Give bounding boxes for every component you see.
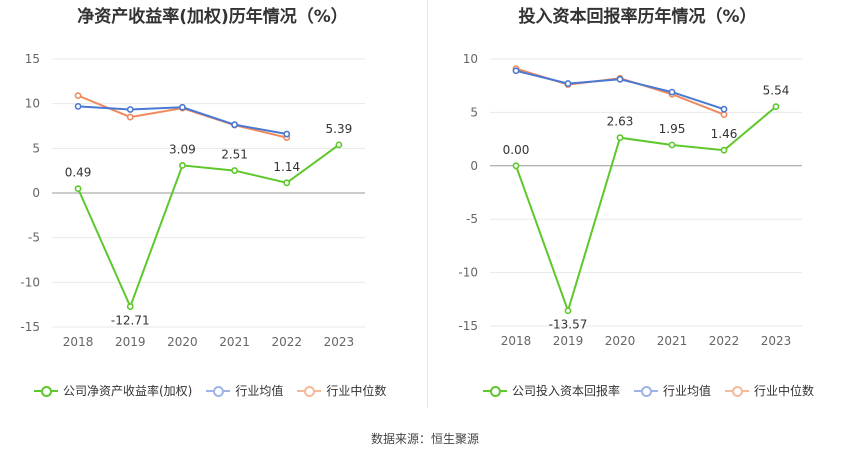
data-point — [616, 134, 624, 142]
x-tick-label: 2021 — [219, 335, 250, 349]
data-point — [74, 92, 82, 100]
y-tick-label: 10 — [463, 52, 478, 66]
y-tick-label: 10 — [25, 97, 40, 111]
series-line — [77, 94, 287, 139]
legend-swatch-icon — [34, 384, 58, 398]
data-point — [772, 103, 780, 111]
x-tick-label: 2018 — [501, 334, 532, 348]
data-label: 1.14 — [273, 160, 300, 174]
x-tick-label: 2021 — [657, 334, 688, 348]
legend-right: 公司投入资本回报率 行业均值 行业中位数 — [483, 382, 828, 399]
y-tick-label: 0 — [470, 159, 478, 173]
data-label: -13.57 — [549, 318, 588, 332]
series-line — [77, 144, 340, 310]
data-label: 5.39 — [326, 122, 353, 136]
series-line — [515, 105, 777, 314]
data-point — [283, 179, 291, 187]
data-label: 1.46 — [711, 127, 738, 141]
data-point — [720, 146, 728, 154]
data-point — [126, 106, 134, 113]
legend-label: 公司净资产收益率(加权) — [63, 384, 193, 398]
data-point — [126, 113, 134, 121]
roic-line-chart: 10 5 0 -5 -10 -15 2018 2019 2020 2021 2022 2023 0.00… — [458, 52, 802, 348]
data-point — [512, 67, 520, 75]
legend-label: 公司投入资本回报率 — [512, 384, 621, 398]
y-tick-label: 0 — [32, 186, 40, 200]
y-tick-label: 5 — [32, 141, 40, 155]
data-label: 3.09 — [169, 142, 196, 156]
y-tick-label: 15 — [25, 52, 40, 66]
x-tick-label: 2020 — [167, 335, 198, 349]
data-point — [616, 75, 624, 83]
data-label: 1.95 — [659, 122, 686, 136]
data-point — [283, 130, 291, 138]
legend-item-industry-mean[interactable]: 行业均值 — [634, 382, 711, 399]
data-point — [126, 303, 134, 310]
x-tick-label: 2023 — [761, 334, 792, 348]
x-tick-label: 2022 — [709, 334, 740, 348]
data-point — [74, 185, 82, 193]
x-tick-label: 2020 — [605, 334, 636, 348]
data-point — [231, 121, 238, 129]
legend-swatch-icon — [634, 384, 659, 398]
roe-line-chart: 15 10 5 0 -5 -10 -15 2018 2019 2020 2021 2022 2023 0.… — [20, 52, 365, 349]
legend-item-industry-median[interactable]: 行业中位数 — [297, 382, 386, 399]
y-tick-label: -10 — [20, 275, 40, 289]
legend-item-industry-median[interactable]: 行业中位数 — [725, 382, 814, 399]
data-point — [564, 307, 572, 315]
legend-item-company-roic[interactable]: 公司投入资本回报率 — [483, 382, 620, 399]
legend-label: 行业中位数 — [326, 384, 387, 398]
legend-swatch-icon — [483, 384, 507, 398]
legend-left: 公司净资产收益率(加权) 行业均值 行业中位数 — [34, 382, 400, 399]
y-tick-label: -5 — [466, 212, 478, 226]
legend-item-company-roe[interactable]: 公司净资产收益率(加权) — [34, 382, 192, 399]
data-label: 0.00 — [503, 143, 530, 157]
legend-label: 行业中位数 — [754, 384, 815, 398]
data-label: 2.51 — [221, 148, 248, 162]
data-point — [564, 80, 572, 87]
x-tick-label: 2019 — [115, 335, 146, 349]
legend-label: 行业均值 — [663, 384, 712, 398]
y-tick-label: -5 — [28, 231, 40, 245]
data-label: 5.54 — [763, 84, 790, 98]
data-point — [179, 161, 186, 169]
y-tick-label: -15 — [458, 319, 478, 333]
x-tick-label: 2023 — [324, 335, 355, 349]
legend-swatch-icon — [206, 384, 231, 398]
legend-swatch-icon — [297, 384, 322, 398]
y-tick-label: -15 — [20, 320, 40, 334]
legend-swatch-icon — [725, 384, 750, 398]
data-point — [179, 103, 186, 111]
x-tick-label: 2022 — [271, 335, 302, 349]
chart-title-right: 投入资本回报率历年情况（%） — [518, 7, 757, 27]
panel-divider — [427, 0, 428, 408]
data-point — [720, 105, 728, 113]
data-point — [335, 141, 343, 149]
chart-title-left: 净资产收益率(加权)历年情况（%） — [77, 7, 348, 27]
data-label: 0.49 — [65, 166, 92, 180]
y-tick-label: 5 — [470, 105, 478, 119]
x-tick-label: 2018 — [63, 335, 94, 349]
legend-label: 行业均值 — [235, 384, 284, 398]
data-point — [668, 88, 676, 96]
data-source-note: 数据来源：恒生聚源 — [370, 432, 479, 446]
data-label: 2.63 — [607, 115, 634, 129]
data-point — [668, 141, 676, 149]
legend-item-industry-mean[interactable]: 行业均值 — [206, 382, 283, 399]
data-point — [231, 167, 238, 174]
y-tick-label: -10 — [458, 266, 478, 280]
data-point — [512, 162, 520, 170]
data-label: -12.71 — [111, 314, 150, 328]
data-point — [720, 111, 728, 118]
data-point — [74, 102, 82, 110]
x-tick-label: 2019 — [553, 334, 584, 348]
